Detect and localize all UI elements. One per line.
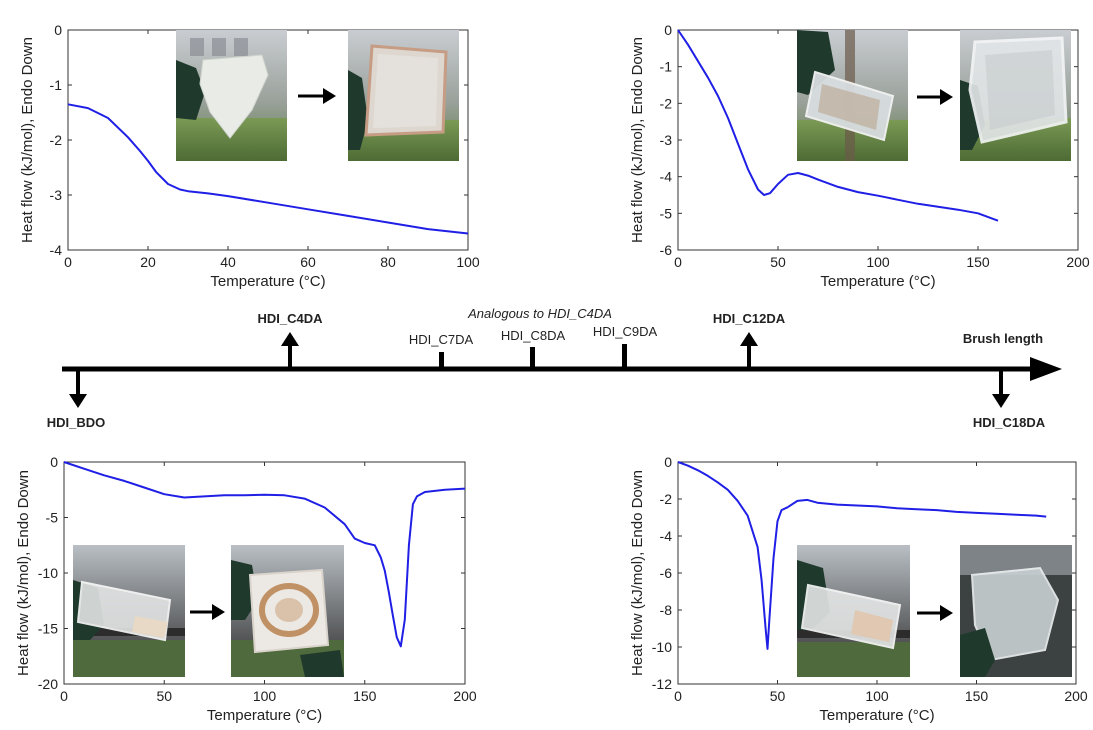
x-tick-label: 0 xyxy=(674,688,682,704)
photo-film-before xyxy=(176,30,287,161)
x-tick-label: 200 xyxy=(1066,254,1090,270)
analogous-note: Analogous to HDI_C4DA xyxy=(467,306,612,321)
photo-vial xyxy=(73,545,185,677)
marker-hdi-c7da: HDI_C7DA xyxy=(409,332,474,369)
y-tick-label: -1 xyxy=(50,77,63,93)
timeline-end-label: Brush length xyxy=(963,331,1043,346)
x-tick-label: 150 xyxy=(966,254,990,270)
y-tick-label: -2 xyxy=(660,95,673,111)
y-tick-label: -6 xyxy=(660,242,673,258)
panel-hdi-c18da xyxy=(797,545,1072,677)
heat-flow-curve xyxy=(677,29,999,222)
y-tick-label: -4 xyxy=(660,169,673,185)
plot-hdi-c4da: 0 20 40 60 80 100 0 -1 -2 -3 -4 Temperature (°C) Hea… xyxy=(19,22,480,290)
plot-hdi-c18da: 0 50 100 150 200 0 -2 -4 -6 -8 -10 -12 Temperature (… xyxy=(629,454,1088,724)
right-arrow-icon xyxy=(917,89,953,105)
marker-hdi-c12da: HDI_C12DA xyxy=(713,311,786,369)
y-tick-label: -4 xyxy=(50,242,63,258)
y-axis-label: Heat flow (kJ/mol), Endo Down xyxy=(629,37,646,243)
y-tick-label: 0 xyxy=(54,22,62,38)
marker-label-hdi-c8da: HDI_C8DA xyxy=(501,328,566,343)
y-tick-label: -6 xyxy=(660,565,673,581)
x-tick-label: 80 xyxy=(380,254,396,270)
timeline-arrowhead-icon xyxy=(1030,357,1062,381)
x-tick-label: 50 xyxy=(156,688,172,704)
marker-hdi-c9da: HDI_C9DA xyxy=(593,324,658,369)
right-arrow-icon xyxy=(917,605,953,621)
right-arrow-icon xyxy=(298,88,336,104)
y-axis-label: Heat flow (kJ/mol), Endo Down xyxy=(629,470,646,676)
x-tick-label: 60 xyxy=(300,254,316,270)
plot-hdi-bdo: 0 50 100 150 200 0 -5 -10 -15 -20 Temperature (°C)… xyxy=(15,454,477,724)
x-tick-label: 50 xyxy=(770,254,786,270)
x-tick-label: 40 xyxy=(220,254,236,270)
x-tick-label: 100 xyxy=(253,688,277,704)
marker-label-hdi-c7da: HDI_C7DA xyxy=(409,332,474,347)
photo-vial xyxy=(797,30,908,161)
x-axis-label: Temperature (°C) xyxy=(820,273,935,290)
photo-film xyxy=(960,545,1072,677)
heat-flow-curve xyxy=(63,461,466,648)
y-tick-label: 0 xyxy=(50,454,58,470)
marker-label-hdi-c12da: HDI_C12DA xyxy=(713,311,786,326)
x-tick-label: 200 xyxy=(1064,688,1088,704)
x-axis-label: Temperature (°C) xyxy=(207,707,322,724)
heat-flow-curve xyxy=(67,103,469,235)
x-axis-label: Temperature (°C) xyxy=(819,707,934,724)
y-tick-label: -5 xyxy=(46,510,59,526)
y-tick-label: -2 xyxy=(660,491,673,507)
photo-film xyxy=(231,545,344,677)
x-axis-label: Temperature (°C) xyxy=(210,273,325,290)
y-tick-label: -1 xyxy=(660,59,673,75)
marker-label-hdi-c18da: HDI_C18DA xyxy=(973,415,1046,430)
y-axis-label: Heat flow (kJ/mol), Endo Down xyxy=(19,37,36,243)
marker-hdi-c8da: HDI_C8DA xyxy=(501,328,566,369)
x-tick-label: 150 xyxy=(965,688,989,704)
x-tick-label: 100 xyxy=(865,688,889,704)
x-tick-label: 100 xyxy=(866,254,890,270)
right-arrow-icon xyxy=(190,604,225,620)
photo-film-after xyxy=(348,30,459,161)
y-tick-label: -4 xyxy=(660,528,673,544)
y-tick-label: 0 xyxy=(664,454,672,470)
y-tick-label: -5 xyxy=(660,205,673,221)
y-tick-label: -20 xyxy=(38,676,58,692)
photo-vial xyxy=(797,545,910,677)
panel-hdi-c12da xyxy=(797,30,1071,161)
x-tick-label: 50 xyxy=(770,688,786,704)
y-tick-label: -15 xyxy=(38,621,58,637)
marker-hdi-bdo: HDI_BDO xyxy=(47,369,106,430)
x-tick-label: 0 xyxy=(64,254,72,270)
x-tick-label: 0 xyxy=(674,254,682,270)
photo-film xyxy=(960,30,1071,161)
marker-hdi-c18da: HDI_C18DA xyxy=(973,369,1046,430)
y-tick-label: -3 xyxy=(660,132,673,148)
x-tick-label: 20 xyxy=(140,254,156,270)
x-tick-label: 200 xyxy=(453,688,477,704)
y-tick-label: -10 xyxy=(38,565,58,581)
y-tick-label: -12 xyxy=(652,676,672,692)
y-tick-label: -10 xyxy=(652,639,672,655)
panel-hdi-c4da xyxy=(176,30,459,161)
marker-hdi-c4da: HDI_C4DA xyxy=(257,311,323,369)
heat-flow-curve xyxy=(677,461,1047,650)
marker-label-hdi-c4da: HDI_C4DA xyxy=(257,311,323,326)
x-tick-label: 100 xyxy=(456,254,480,270)
plot-hdi-c12da: 0 50 100 150 200 0 -1 -2 -3 -4 -5 -6 Temperature (°C… xyxy=(629,22,1090,290)
brush-length-timeline: HDI_BDO HDI_C4DA HDI_C7DA HDI_C8DA HDI_C… xyxy=(47,306,1062,430)
panel-hdi-bdo xyxy=(73,545,344,677)
y-tick-label: -2 xyxy=(50,132,63,148)
y-tick-label: -3 xyxy=(50,187,63,203)
x-tick-label: 150 xyxy=(353,688,377,704)
y-axis-label: Heat flow (kJ/mol), Endo Down xyxy=(15,470,32,676)
x-tick-label: 0 xyxy=(60,688,68,704)
y-tick-label: 0 xyxy=(664,22,672,38)
y-tick-label: -8 xyxy=(660,602,673,618)
marker-label-hdi-bdo: HDI_BDO xyxy=(47,415,106,430)
plots-layer: 0 20 40 60 80 100 0 -1 -2 -3 -4 Temperature (°C) Hea… xyxy=(15,22,1090,724)
marker-label-hdi-c9da: HDI_C9DA xyxy=(593,324,658,339)
